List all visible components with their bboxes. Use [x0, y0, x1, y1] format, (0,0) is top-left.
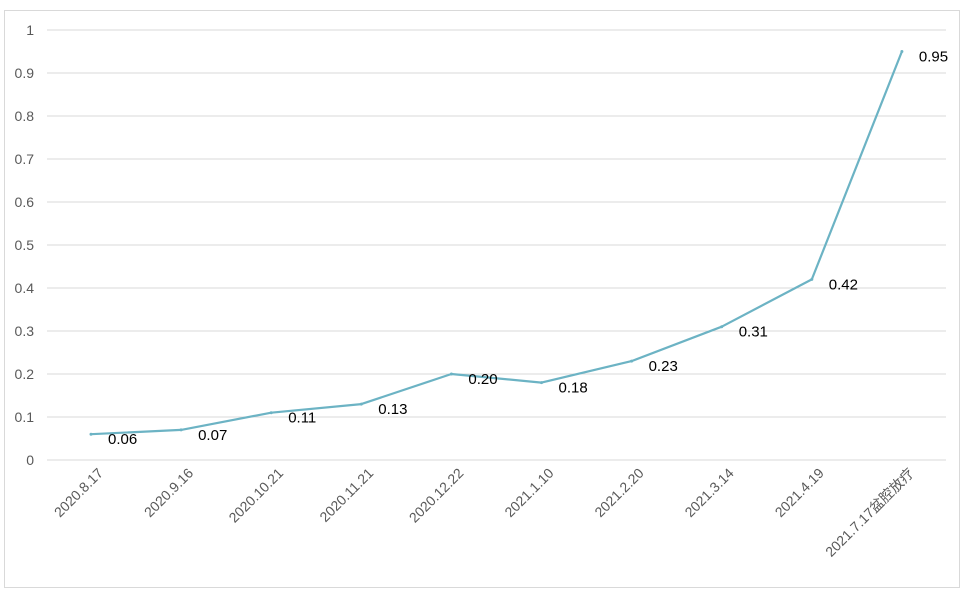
y-tick-label: 0.8 [15, 108, 35, 124]
x-tick-label: 2020.9.16 [141, 465, 197, 521]
y-tick-label: 0.4 [15, 280, 35, 296]
x-tick-label: 2021.1.10 [501, 465, 557, 521]
data-label: 0.06 [108, 431, 137, 448]
x-axis-tick-labels: 2020.8.17 2020.9.16 2020.10.21 2020.11.21 20… [51, 465, 917, 560]
data-label: 0.95 [919, 49, 948, 66]
x-tick-label: 2020.12.22 [406, 465, 467, 526]
y-tick-label: 0.2 [15, 366, 35, 382]
x-tick-label: 2020.10.21 [225, 465, 286, 526]
data-point [359, 402, 363, 406]
series-line [89, 50, 904, 436]
data-label: 0.23 [649, 358, 678, 375]
data-point [89, 432, 93, 436]
data-point [720, 325, 724, 329]
data-label: 0.42 [829, 276, 858, 293]
x-tick-label: 2020.11.21 [316, 465, 376, 525]
data-point [179, 428, 183, 432]
data-point [269, 411, 273, 415]
data-point [449, 372, 453, 376]
data-labels: 0.06 0.07 0.11 0.13 0.20 0.18 0.23 0.31 0.42 0.95 [108, 49, 948, 449]
y-tick-label: 0.1 [15, 409, 35, 425]
data-label: 0.20 [468, 371, 497, 388]
data-label: 0.13 [378, 401, 407, 418]
y-tick-label: 0 [26, 452, 34, 468]
data-point [900, 50, 904, 53]
data-point [540, 381, 543, 385]
chart-frame [4, 10, 960, 588]
y-tick-label: 0.5 [15, 237, 35, 253]
data-label: 0.07 [198, 427, 227, 444]
gridlines [47, 29, 946, 461]
y-tick-label: 0.7 [15, 151, 35, 167]
x-tick-label: 2021.4.19 [772, 465, 828, 521]
data-label: 0.11 [288, 410, 316, 427]
data-label: 0.18 [559, 380, 588, 397]
series-line-layer [89, 50, 904, 436]
data-label: 0.31 [739, 324, 768, 341]
y-tick-label: 0.3 [15, 323, 35, 339]
data-point [630, 359, 634, 363]
data-point [810, 277, 814, 281]
x-tick-label: 2021.7.17盆腔放疗 [822, 465, 917, 560]
x-tick-label: 2021.2.20 [591, 465, 647, 521]
x-tick-label: 2021.3.14 [681, 465, 737, 521]
y-tick-label: 0.6 [15, 194, 35, 210]
y-axis-tick-labels: 0 0.1 0.2 0.3 0.4 0.5 0.6 0.7 0.8 0.9 1 [15, 22, 35, 468]
y-tick-label: 0.9 [15, 65, 35, 81]
x-tick-label: 2020.8.17 [51, 465, 107, 521]
y-tick-label: 1 [26, 22, 34, 38]
